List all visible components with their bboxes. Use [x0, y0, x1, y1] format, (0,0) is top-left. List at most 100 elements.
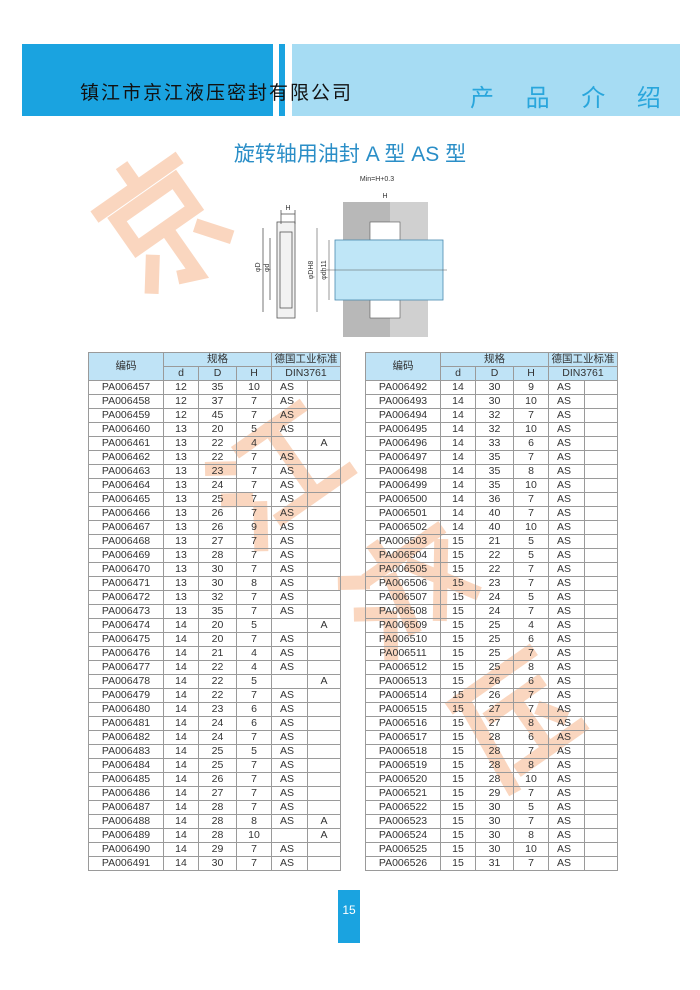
cell-H: 7 [513, 646, 549, 661]
cell-as: AS [271, 450, 308, 465]
cell-d: 14 [440, 506, 476, 521]
cell-H: 5 [513, 590, 549, 605]
cell-d: 14 [163, 828, 199, 843]
cell-as: AS [548, 674, 585, 689]
cell-code: PA006521 [365, 786, 441, 801]
cell-d: 15 [440, 688, 476, 703]
cell-D: 28 [198, 828, 237, 843]
table-row: PA006460 13 20 5 AS [88, 422, 341, 437]
cell-a [584, 618, 618, 633]
header-d: d [163, 366, 199, 381]
cell-D: 22 [198, 688, 237, 703]
cell-code: PA006522 [365, 800, 441, 815]
header-spec: 规格 [440, 352, 549, 367]
cell-H: 7 [513, 604, 549, 619]
cell-as: AS [548, 786, 585, 801]
table-row: PA006478 14 22 5 A [88, 674, 341, 689]
cell-code: PA006484 [88, 758, 164, 773]
cell-H: 7 [236, 786, 272, 801]
cell-d: 14 [440, 478, 476, 493]
table-row: PA006495 14 32 10 AS [365, 422, 618, 437]
cell-a [584, 520, 618, 535]
cell-d: 15 [440, 646, 476, 661]
cell-code: PA006506 [365, 576, 441, 591]
cell-a [584, 408, 618, 423]
table-row: PA006503 15 21 5 AS [365, 534, 618, 549]
cell-code: PA006481 [88, 716, 164, 731]
cell-D: 25 [198, 744, 237, 759]
cell-a [307, 408, 341, 423]
cell-a [584, 744, 618, 759]
cell-as: AS [271, 562, 308, 577]
cell-d: 15 [440, 548, 476, 563]
cell-as: AS [548, 478, 585, 493]
cell-d: 14 [163, 856, 199, 871]
cell-as: AS [548, 660, 585, 675]
cell-H: 7 [236, 534, 272, 549]
cell-d: 14 [163, 646, 199, 661]
table-row: PA006463 13 23 7 AS [88, 464, 341, 479]
table-row: PA006500 14 36 7 AS [365, 492, 618, 507]
cell-D: 26 [475, 688, 514, 703]
cell-H: 10 [236, 380, 272, 395]
table-row: PA006480 14 23 6 AS [88, 702, 341, 717]
label-min: Min=H+0.3 [360, 176, 394, 183]
cell-a [584, 436, 618, 451]
cell-D: 30 [475, 842, 514, 857]
cell-D: 22 [198, 436, 237, 451]
table-row: PA006482 14 24 7 AS [88, 730, 341, 745]
header-band-light [292, 44, 680, 116]
cell-as: AS [271, 380, 308, 395]
table-row: PA006467 13 26 9 AS [88, 520, 341, 535]
cell-a [307, 716, 341, 731]
table-row: PA006493 14 30 10 AS [365, 394, 618, 409]
cell-d: 13 [163, 576, 199, 591]
cell-D: 27 [198, 534, 237, 549]
cell-H: 7 [513, 786, 549, 801]
spec-table-right: 编码 规格 德国工业标准 d D H DIN3761 PA006492 14 30 9 AS PA006… [365, 352, 618, 871]
table-row: PA006498 14 35 8 AS [365, 464, 618, 479]
cell-d: 15 [440, 716, 476, 731]
cell-as: AS [548, 436, 585, 451]
table-row: PA006473 13 35 7 AS [88, 604, 341, 619]
cell-as: AS [271, 646, 308, 661]
cell-as: AS [548, 716, 585, 731]
cell-code: PA006515 [365, 702, 441, 717]
cell-H: 7 [513, 506, 549, 521]
cell-d: 13 [163, 478, 199, 493]
cell-d: 15 [440, 772, 476, 787]
cell-D: 22 [198, 660, 237, 675]
cell-a [307, 576, 341, 591]
cell-as [271, 674, 308, 689]
cell-a [584, 562, 618, 577]
cell-D: 27 [475, 702, 514, 717]
cell-H: 7 [236, 688, 272, 703]
header-din: DIN3761 [548, 366, 618, 381]
cell-H: 7 [513, 856, 549, 871]
cell-a [307, 450, 341, 465]
cell-D: 26 [198, 520, 237, 535]
cell-d: 13 [163, 506, 199, 521]
cell-as: AS [271, 408, 308, 423]
table-row: PA006521 15 29 7 AS [365, 786, 618, 801]
cell-a [307, 842, 341, 857]
cell-D: 40 [475, 506, 514, 521]
cell-H: 5 [513, 548, 549, 563]
cell-a [307, 422, 341, 437]
cell-code: PA006507 [365, 590, 441, 605]
cell-as: AS [548, 534, 585, 549]
cell-d: 15 [440, 842, 476, 857]
cell-d: 15 [440, 856, 476, 871]
cell-as: AS [548, 856, 585, 871]
cell-D: 22 [475, 562, 514, 577]
cell-d: 15 [440, 702, 476, 717]
cell-a [307, 604, 341, 619]
cell-a [584, 842, 618, 857]
cell-d: 15 [440, 632, 476, 647]
cell-as: AS [271, 688, 308, 703]
cell-d: 14 [163, 618, 199, 633]
cell-a [307, 492, 341, 507]
cell-H: 7 [236, 772, 272, 787]
cell-a [307, 632, 341, 647]
cell-as: AS [548, 562, 585, 577]
